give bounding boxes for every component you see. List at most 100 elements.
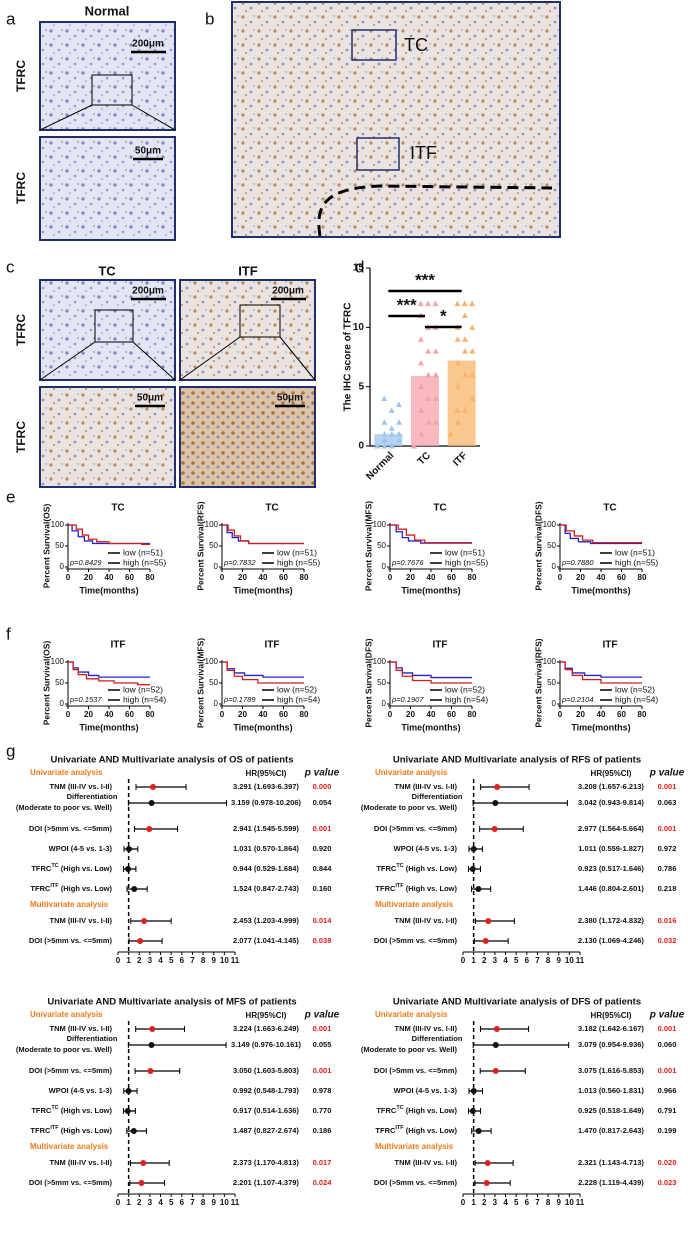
data-point [425, 371, 432, 378]
hr-label: 0.917 (0.514-1.636) [233, 1106, 299, 1115]
x-axis-label: Time(months) [233, 585, 292, 595]
hazard-ratio [485, 918, 492, 924]
hazard-ratio [140, 1160, 147, 1166]
legend-label: low (n=52) [123, 684, 163, 694]
x-tick-label: 9 [557, 1198, 562, 1207]
y-tick-label: 50 [547, 541, 556, 550]
scale-bar-label: 200μm [272, 286, 304, 297]
p-value: 0.060 [658, 1040, 677, 1049]
y-tick-label: 100 [373, 657, 387, 666]
hr-label: 3.182 (1.642-6.167) [578, 1024, 644, 1033]
legend-label: high (n=54) [123, 694, 166, 704]
x-tick-label: 0 [558, 710, 563, 719]
y-axis-label: Percent Survival(OS) [41, 641, 51, 726]
x-tick-label: 4 [503, 1198, 508, 1207]
row-label-sup: ITF [395, 1125, 404, 1131]
data-point [447, 431, 454, 437]
hr-label: 2.453 (1.203-4.999) [233, 916, 299, 925]
x-tick-label: 0 [116, 956, 121, 965]
p-value: 0.054 [313, 798, 333, 807]
row-label: Differentiation [412, 792, 463, 801]
row-label-sup: ITF [50, 883, 59, 889]
hazard-ratio [148, 1042, 155, 1048]
data-point [454, 419, 461, 425]
p-value: 0.001 [658, 824, 677, 833]
x-tick-label: 1 [126, 956, 131, 965]
column-title: ITF [238, 263, 258, 278]
panel-label: a [6, 9, 16, 28]
x-tick-label: 5 [514, 1198, 519, 1207]
section-label: Multivariate analysis [30, 1142, 109, 1151]
p-value: 0.020 [658, 1158, 677, 1167]
panel-title: Normal [85, 3, 130, 18]
p-value: 0.038 [313, 936, 332, 945]
x-tick-label: 2 [137, 956, 142, 965]
x-tick-label: 80 [300, 573, 309, 582]
y-axis-label: Percent Survival(RFS) [195, 501, 205, 590]
x-axis-label: Time(months) [79, 722, 138, 732]
data-point [454, 407, 461, 413]
hazard-ratio [130, 1128, 137, 1134]
data-point [381, 437, 388, 443]
x-tick-label: 40 [427, 710, 436, 719]
row-label: TNM (III-IV vs. I-II) [394, 782, 457, 791]
scale-bar-label: 200μm [132, 39, 164, 50]
p-value: 0.001 [658, 1066, 677, 1075]
column-header: p value [649, 768, 685, 779]
row-label: TFRCITF (High vs. Low) [30, 1125, 112, 1135]
hr-label: 2.941 (1.545-5.599) [233, 824, 299, 833]
row-label: DOI (>5mm vs. <=5mm) [29, 1178, 113, 1187]
x-tick-label: 80 [300, 710, 309, 719]
row-label: DOI (>5mm vs. <=5mm) [374, 936, 458, 945]
row-label: WPOI (4-5 vs. 1-3) [394, 1086, 458, 1095]
p-value: 0.001 [658, 782, 677, 791]
hazard-ratio [141, 918, 148, 924]
y-axis-label: Percent Survival(DFS) [533, 501, 543, 590]
x-tick-label: 60 [125, 710, 134, 719]
x-tick-label: 10 [565, 956, 574, 965]
row-label-rest: (High vs. Low) [59, 884, 113, 893]
x-tick-label: 80 [638, 573, 647, 582]
row-label-rest: (High vs. Low) [59, 864, 113, 873]
x-tick-label: 2 [482, 956, 487, 965]
hr-label: 1.031 (0.570-1.864) [233, 844, 299, 853]
chart-title: TC [603, 503, 616, 514]
x-tick-label: 20 [576, 710, 585, 719]
data-point [469, 348, 476, 354]
x-tick-label: 1 [126, 1198, 131, 1207]
x-tick-label: 11 [576, 956, 585, 965]
survival-curve [560, 524, 642, 545]
x-tick-label: 20 [84, 710, 93, 719]
row-label: TFRC [14, 421, 28, 453]
x-tick-label: 3 [493, 1198, 498, 1207]
x-axis-label: Time(months) [401, 722, 460, 732]
data-point [462, 371, 469, 378]
chart-title: ITF [111, 640, 126, 651]
x-tick-label: 6 [180, 956, 185, 965]
y-tick-label: 50 [55, 678, 64, 687]
section-label: Multivariate analysis [375, 900, 454, 909]
x-tick-label: 0 [220, 710, 225, 719]
y-axis-label: Percent Survival(MFS) [363, 501, 373, 591]
row-label: WPOI (4-5 vs. 1-3) [394, 844, 458, 853]
x-tick-label: 0 [66, 710, 71, 719]
micrograph [39, 136, 176, 241]
y-tick-label: 10 [353, 322, 365, 333]
hr-label: 2.373 (1.170-4.813) [233, 1158, 299, 1167]
chart-title: ITF [433, 640, 448, 651]
hazard-ratio [124, 1108, 131, 1114]
bar [411, 375, 439, 446]
y-tick-label: 0 [552, 699, 557, 708]
data-point [454, 300, 461, 307]
x-tick-label: 10 [565, 1198, 574, 1207]
legend-label: low (n=51) [445, 547, 485, 557]
x-tick-label: 60 [279, 573, 288, 582]
column-header: p value [304, 1010, 340, 1021]
p-value: 0.199 [658, 1126, 677, 1135]
row-label: TFRC [14, 314, 28, 346]
region-box [351, 29, 397, 61]
zoom-box [239, 304, 281, 338]
x-tick-label: 0 [558, 573, 563, 582]
row-label: DOI (>5mm vs. <=5mm) [29, 936, 113, 945]
column-header: HR(95%CI) [246, 1011, 287, 1020]
